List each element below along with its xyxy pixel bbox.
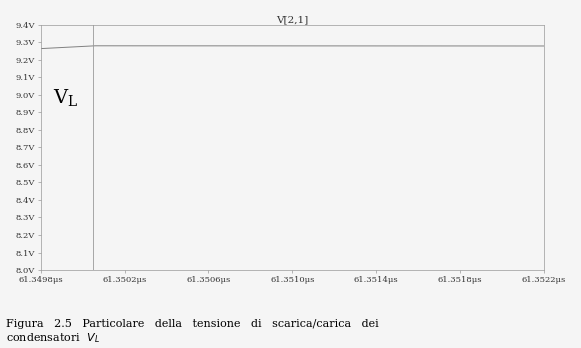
Title: V[2,1]: V[2,1] [276, 15, 309, 24]
Text: $\mathregular{V_L}$: $\mathregular{V_L}$ [53, 87, 78, 108]
Text: Figura   2.5   Particolare   della   tensione   di   scarica/carica   dei
conden: Figura 2.5 Particolare della tensione di… [6, 319, 379, 345]
